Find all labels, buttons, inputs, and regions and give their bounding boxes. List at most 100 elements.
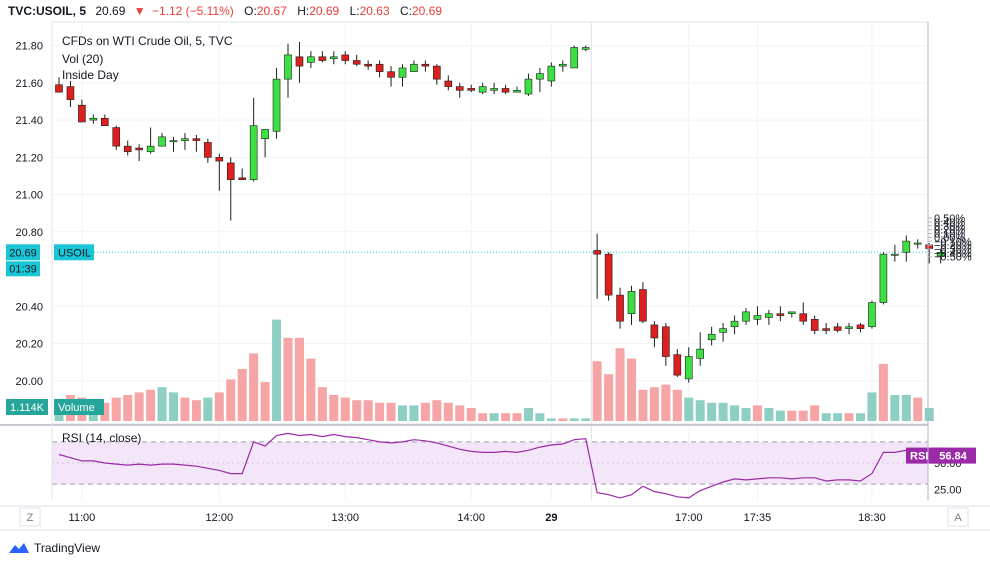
candle[interactable] bbox=[238, 168, 246, 180]
candle[interactable] bbox=[135, 144, 143, 162]
candle[interactable] bbox=[387, 66, 395, 87]
candle[interactable] bbox=[158, 133, 166, 147]
candle[interactable] bbox=[192, 134, 201, 152]
candle[interactable] bbox=[364, 60, 372, 70]
candle[interactable] bbox=[146, 127, 155, 154]
candle[interactable] bbox=[902, 235, 911, 262]
candle[interactable] bbox=[455, 82, 464, 98]
candle[interactable] bbox=[570, 45, 579, 69]
candle[interactable] bbox=[547, 62, 556, 87]
candle[interactable] bbox=[856, 323, 865, 333]
candle[interactable] bbox=[295, 41, 304, 83]
candle[interactable] bbox=[719, 323, 727, 342]
candle[interactable] bbox=[181, 133, 189, 150]
candle[interactable] bbox=[421, 60, 430, 72]
candle[interactable] bbox=[627, 285, 636, 325]
x-tick-label: 13:00 bbox=[331, 512, 359, 524]
candle[interactable] bbox=[318, 51, 327, 63]
candle[interactable] bbox=[799, 302, 808, 325]
candle[interactable] bbox=[501, 84, 510, 95]
candle-body bbox=[570, 47, 579, 69]
candle[interactable] bbox=[433, 64, 441, 85]
candle[interactable] bbox=[662, 323, 670, 366]
candle[interactable] bbox=[891, 244, 899, 262]
candle[interactable] bbox=[616, 287, 624, 329]
candle[interactable] bbox=[375, 60, 384, 78]
candle[interactable] bbox=[879, 252, 888, 305]
candle[interactable] bbox=[684, 347, 693, 383]
volume-badge bbox=[6, 399, 48, 415]
candle[interactable] bbox=[66, 80, 75, 108]
candle[interactable] bbox=[490, 82, 498, 95]
candlesticks[interactable] bbox=[55, 41, 945, 383]
candle[interactable] bbox=[226, 157, 235, 221]
symbol-name[interactable]: TVC:USOIL, 5 bbox=[8, 4, 87, 18]
candle[interactable] bbox=[730, 315, 739, 335]
candle[interactable] bbox=[650, 321, 659, 348]
candle[interactable] bbox=[78, 99, 86, 123]
candle[interactable] bbox=[352, 54, 361, 67]
candle[interactable] bbox=[215, 153, 224, 191]
candle-body bbox=[868, 302, 876, 328]
volume-bar bbox=[546, 418, 556, 421]
candle[interactable] bbox=[261, 129, 269, 158]
candle[interactable] bbox=[787, 311, 796, 318]
candle[interactable] bbox=[204, 138, 212, 163]
zoom-button[interactable] bbox=[19, 507, 41, 527]
candle[interactable] bbox=[444, 75, 453, 91]
candle[interactable] bbox=[810, 315, 819, 335]
candle-body bbox=[307, 56, 315, 63]
candle[interactable] bbox=[707, 326, 716, 346]
volume-bar bbox=[398, 405, 407, 421]
candle[interactable] bbox=[845, 323, 853, 335]
candle[interactable] bbox=[765, 310, 773, 325]
tradingview-brand[interactable]: TradingView bbox=[8, 539, 100, 557]
candle[interactable] bbox=[753, 306, 762, 325]
candle[interactable] bbox=[524, 73, 533, 96]
volume-bar bbox=[833, 413, 843, 421]
volume-bar bbox=[638, 389, 648, 421]
candle[interactable] bbox=[329, 51, 338, 65]
candle[interactable] bbox=[696, 332, 705, 366]
candle[interactable] bbox=[868, 300, 876, 329]
candle[interactable] bbox=[249, 97, 258, 182]
volume-bar bbox=[443, 402, 453, 421]
candle[interactable] bbox=[123, 140, 132, 156]
pct-tick-label: −0.10% bbox=[934, 236, 972, 248]
candle[interactable] bbox=[89, 114, 98, 124]
candle[interactable] bbox=[112, 125, 121, 150]
auto-scale-button[interactable] bbox=[947, 507, 969, 527]
candle[interactable] bbox=[742, 308, 750, 325]
candle[interactable] bbox=[673, 349, 682, 378]
candle[interactable] bbox=[639, 282, 647, 324]
candle[interactable] bbox=[776, 306, 785, 322]
volume-bar bbox=[123, 395, 133, 421]
candle[interactable] bbox=[913, 239, 922, 249]
candle[interactable] bbox=[822, 323, 830, 335]
volume-bar bbox=[203, 397, 213, 421]
candle-body bbox=[719, 328, 727, 333]
candle[interactable] bbox=[936, 248, 945, 264]
volume-bar bbox=[627, 358, 636, 421]
candle[interactable] bbox=[513, 86, 521, 93]
candle[interactable] bbox=[341, 51, 350, 65]
candle[interactable] bbox=[284, 43, 292, 98]
candle[interactable] bbox=[55, 77, 63, 93]
candle[interactable] bbox=[581, 45, 590, 52]
candle[interactable] bbox=[467, 84, 476, 93]
candle[interactable] bbox=[101, 114, 109, 126]
candle[interactable] bbox=[604, 252, 613, 301]
candle[interactable] bbox=[593, 233, 601, 299]
candle[interactable] bbox=[307, 51, 315, 68]
candle[interactable] bbox=[536, 67, 544, 93]
candle[interactable] bbox=[558, 60, 567, 72]
candle[interactable] bbox=[478, 82, 487, 95]
legend-title: CFDs on WTI Crude Oil, 5, TVC bbox=[62, 34, 233, 48]
candle[interactable] bbox=[398, 64, 407, 87]
candle[interactable] bbox=[410, 60, 418, 72]
candle[interactable] bbox=[272, 67, 281, 139]
candle[interactable] bbox=[169, 136, 178, 152]
candle[interactable] bbox=[833, 323, 842, 333]
